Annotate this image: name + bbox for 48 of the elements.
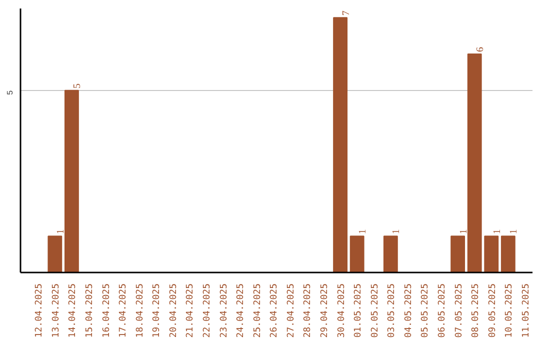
x-tick-label: 19.04.2025 [152,283,162,338]
x-tick-label: 14.04.2025 [68,283,78,338]
x-tick-label: 05.05.2025 [420,283,431,338]
x-tick-label: 15.04.2025 [84,283,95,338]
x-tick-label: 28.04.2025 [303,283,314,338]
x-tick-label: 27.04.2025 [286,283,296,338]
x-tick-label: 11.05.2025 [521,283,532,338]
x-tick-label: 25.04.2025 [252,283,263,338]
x-tick-label: 20.04.2025 [168,283,179,338]
x-tick-label: 06.05.2025 [438,283,448,338]
x-tick-label: 03.05.2025 [387,283,398,338]
bar [64,90,79,272]
bar [450,236,466,272]
bar [350,236,364,272]
x-tick-label: 12.04.2025 [34,283,45,338]
bar [333,17,348,272]
data-label: 6 [475,47,486,52]
data-label: 1 [55,229,66,234]
x-tick-label: 22.04.2025 [202,283,212,338]
bar [467,54,482,272]
data-label: 1 [492,229,503,234]
x-tick-label: 08.05.2025 [471,283,482,338]
data-label: 7 [340,10,352,16]
x-tick-label: 17.04.2025 [118,283,129,338]
data-label: 1 [391,229,402,234]
x-tick-label: 23.04.2025 [219,283,230,338]
x-tick-label: 13.04.2025 [51,283,62,338]
bar [48,236,62,272]
x-tick-label: 30.04.2025 [336,283,347,338]
bar [484,236,499,272]
x-tick-label: 07.05.2025 [454,283,464,338]
x-tick-label: 21.04.2025 [186,283,196,338]
bar [383,236,398,272]
x-tick-label: 24.04.2025 [236,283,246,338]
x-tick-label: 01.05.2025 [354,283,364,338]
x-tick-label: 26.04.2025 [270,283,280,338]
data-label: 5 [72,83,84,88]
x-tick-label: 02.05.2025 [370,283,380,338]
x-tick-label: 18.04.2025 [135,283,146,338]
data-label: 1 [508,229,520,234]
x-tick-label: 16.04.2025 [102,283,112,338]
data-label: 1 [358,229,369,234]
data-label: 1 [458,229,470,234]
x-tick-label: 04.05.2025 [404,283,414,338]
x-tick-label: 09.05.2025 [488,283,498,338]
x-tick-label: 29.04.2025 [320,283,330,338]
x-tick-label: 10.05.2025 [504,283,515,338]
bar [500,236,516,272]
